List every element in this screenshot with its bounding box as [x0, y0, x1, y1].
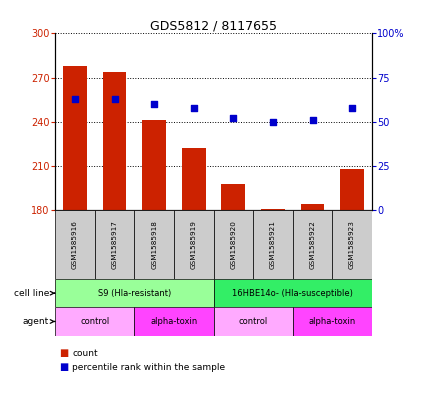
Point [269, 119, 276, 125]
Text: ■: ■ [60, 362, 69, 372]
Bar [261, 209, 285, 210]
Point [151, 101, 158, 107]
Text: cell line: cell line [14, 289, 54, 298]
Text: control: control [238, 317, 268, 326]
Text: alpha-toxin: alpha-toxin [150, 317, 198, 326]
Text: control: control [80, 317, 110, 326]
Text: 16HBE14o- (Hla-susceptible): 16HBE14o- (Hla-susceptible) [232, 289, 353, 298]
Bar [103, 72, 127, 210]
Point [309, 117, 316, 123]
Text: GSM1585923: GSM1585923 [349, 220, 355, 269]
Bar [174, 210, 213, 279]
Bar [213, 279, 372, 307]
Bar [134, 210, 174, 279]
Point [230, 115, 237, 121]
Text: S9 (Hla-resistant): S9 (Hla-resistant) [98, 289, 171, 298]
Bar [55, 210, 95, 279]
Bar [340, 169, 364, 210]
Point [190, 105, 197, 111]
Bar [293, 307, 372, 336]
Point [111, 95, 118, 102]
Text: GSM1585920: GSM1585920 [230, 220, 236, 269]
Bar [253, 210, 293, 279]
Point [348, 105, 355, 111]
Bar [55, 279, 213, 307]
Bar [293, 210, 332, 279]
Text: agent: agent [23, 317, 54, 326]
Bar [55, 307, 134, 336]
Bar [332, 210, 372, 279]
Bar [63, 66, 87, 210]
Bar [182, 148, 206, 210]
Text: percentile rank within the sample: percentile rank within the sample [72, 363, 225, 371]
Bar [95, 210, 134, 279]
Title: GDS5812 / 8117655: GDS5812 / 8117655 [150, 19, 277, 32]
Text: ■: ■ [60, 348, 69, 358]
Point [72, 95, 79, 102]
Text: GSM1585921: GSM1585921 [270, 220, 276, 269]
Bar [134, 307, 213, 336]
Text: GSM1585919: GSM1585919 [191, 220, 197, 269]
Text: GSM1585922: GSM1585922 [309, 220, 315, 269]
Text: GSM1585917: GSM1585917 [112, 220, 118, 269]
Text: alpha-toxin: alpha-toxin [309, 317, 356, 326]
Bar [213, 210, 253, 279]
Bar [221, 184, 245, 210]
Text: count: count [72, 349, 98, 358]
Text: GSM1585916: GSM1585916 [72, 220, 78, 269]
Text: GSM1585918: GSM1585918 [151, 220, 157, 269]
Bar [142, 120, 166, 210]
Bar [213, 307, 293, 336]
Bar [300, 204, 324, 210]
